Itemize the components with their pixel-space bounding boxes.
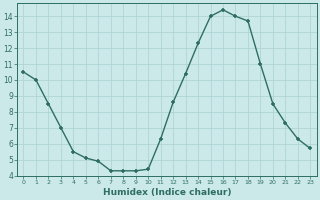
X-axis label: Humidex (Indice chaleur): Humidex (Indice chaleur)	[103, 188, 231, 197]
